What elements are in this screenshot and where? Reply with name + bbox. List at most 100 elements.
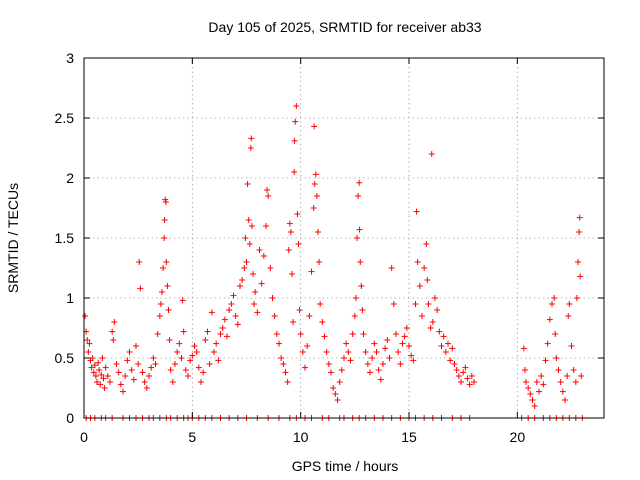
data-point — [264, 187, 271, 193]
data-point — [357, 259, 364, 265]
data-point — [427, 325, 434, 331]
data-point — [269, 295, 276, 301]
data-point — [373, 349, 380, 355]
data-point — [96, 367, 103, 373]
data-point — [359, 307, 366, 313]
data-point — [174, 349, 181, 355]
data-point — [527, 391, 534, 397]
data-point — [453, 367, 460, 373]
data-point — [165, 307, 172, 313]
data-point — [195, 364, 202, 371]
data-point — [187, 357, 194, 364]
data-point — [267, 265, 274, 271]
data-point — [565, 313, 572, 319]
data-point — [287, 229, 294, 235]
data-point — [159, 289, 165, 295]
data-point — [219, 325, 226, 331]
data-point — [285, 247, 292, 253]
data-point — [356, 226, 363, 233]
data-point — [393, 331, 399, 337]
data-point — [316, 259, 323, 265]
data-point — [332, 391, 339, 397]
data-point — [191, 343, 198, 349]
data-point — [90, 369, 97, 376]
data-point — [570, 367, 577, 373]
data-point — [248, 223, 255, 229]
data-point — [189, 352, 196, 359]
data-point — [169, 379, 176, 385]
data-point — [419, 313, 425, 319]
data-point — [345, 349, 352, 355]
data-point — [276, 340, 282, 347]
data-point — [312, 171, 319, 178]
data-point — [299, 349, 306, 355]
data-point — [164, 283, 171, 289]
data-point — [239, 277, 246, 283]
data-point — [434, 307, 441, 313]
data-point — [573, 295, 580, 301]
data-point — [126, 349, 133, 355]
data-point — [97, 381, 104, 388]
data-point — [88, 364, 95, 371]
data-point — [221, 316, 228, 323]
data-point — [576, 229, 583, 235]
data-point — [369, 355, 376, 361]
data-point — [109, 328, 116, 335]
x-tick-label: 5 — [188, 429, 196, 445]
data-point — [293, 103, 300, 109]
data-point — [432, 295, 438, 301]
data-point — [551, 295, 558, 301]
data-point — [578, 373, 585, 379]
data-point — [521, 367, 528, 373]
data-point — [425, 301, 432, 307]
data-point — [82, 313, 89, 319]
data-point — [349, 331, 356, 337]
data-point — [306, 313, 313, 319]
data-point — [440, 333, 447, 340]
data-point — [356, 179, 363, 186]
data-point — [182, 367, 189, 373]
y-tick-label: 1.5 — [55, 230, 75, 246]
data-point — [447, 357, 454, 364]
y-tick-label: 1 — [66, 290, 74, 306]
data-point — [258, 280, 265, 287]
data-point — [180, 328, 187, 335]
data-point — [406, 343, 412, 349]
data-point — [136, 259, 143, 265]
data-point — [178, 355, 185, 361]
data-point — [351, 313, 358, 319]
data-point — [442, 349, 449, 355]
data-point — [157, 301, 164, 307]
data-point — [311, 181, 318, 187]
data-point — [410, 357, 417, 364]
data-point — [336, 379, 343, 385]
data-point — [386, 355, 393, 361]
data-point — [562, 397, 568, 403]
data-point — [395, 349, 402, 355]
data-point — [568, 343, 575, 349]
data-point — [241, 265, 248, 271]
data-point — [139, 369, 146, 376]
data-point — [146, 373, 152, 379]
data-point — [315, 229, 321, 235]
data-point — [559, 388, 566, 395]
data-point — [294, 211, 301, 217]
data-point — [265, 193, 272, 199]
data-point — [291, 137, 298, 144]
data-point — [343, 340, 350, 347]
data-point — [162, 199, 169, 205]
tick-labels: 0 5 10 15 20 0 0.5 1 1.5 2 2.5 3 — [55, 50, 526, 445]
data-point — [120, 388, 126, 395]
data-point — [555, 367, 562, 373]
data-point — [243, 259, 250, 265]
data-point — [323, 349, 330, 355]
data-point — [202, 337, 209, 343]
data-point — [200, 369, 207, 376]
data-point — [557, 379, 564, 385]
data-point — [290, 319, 297, 325]
data-point — [466, 381, 473, 388]
data-point — [232, 313, 239, 319]
data-point — [292, 118, 299, 125]
data-point — [280, 361, 287, 367]
data-point — [403, 325, 410, 331]
